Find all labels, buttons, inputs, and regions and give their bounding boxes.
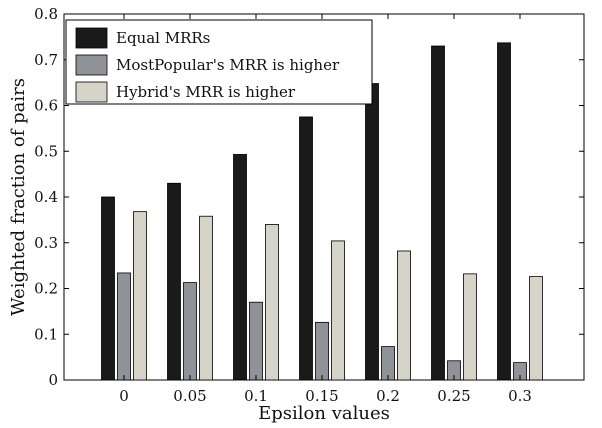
bar-1-0.05 <box>167 182 181 381</box>
x-tick-label: 0 <box>119 387 129 405</box>
legend: Equal MRRs MostPopular's MRR is higher Hyb… <box>65 19 373 105</box>
legend-swatch <box>75 54 108 76</box>
y-tick-label: 0.5 <box>34 142 58 160</box>
x-tick-label: 0.05 <box>173 387 206 405</box>
x-tick-label: 0.2 <box>376 387 400 405</box>
y-tick-label: 0.2 <box>34 280 58 298</box>
x-tick-label: 0.15 <box>305 387 338 405</box>
bars-layer <box>101 42 543 381</box>
bar-3-0.25 <box>463 273 477 381</box>
bar-1-0 <box>101 196 115 381</box>
legend-label: Hybrid's MRR is higher <box>116 83 296 101</box>
bar-3-0.1 <box>265 224 279 381</box>
bar-3-0.3 <box>529 276 543 381</box>
bar-2-0 <box>117 272 131 381</box>
y-tick-label: 0.3 <box>34 234 58 252</box>
y-tick-label: 0 <box>48 371 58 389</box>
x-axis: 0 0.05 0.1 0.15 0.2 0.25 0.3 <box>119 14 532 405</box>
x-tick-label: 0.3 <box>508 387 532 405</box>
x-axis-title: Epsilon values <box>258 403 390 424</box>
legend-swatch <box>75 27 108 49</box>
bar-3-0.2 <box>397 250 411 381</box>
bar-1-0.1 <box>233 154 247 381</box>
bar-1-0.25 <box>431 45 445 381</box>
bar-3-0.05 <box>199 215 213 381</box>
bar-2-0.1 <box>249 301 263 381</box>
legend-label: MostPopular's MRR is higher <box>116 56 340 74</box>
legend-swatch <box>75 81 108 103</box>
bar-3-0 <box>133 211 147 381</box>
legend-box <box>65 19 373 105</box>
y-tick-label: 0.6 <box>34 97 58 115</box>
x-tick-label: 0.1 <box>244 387 268 405</box>
y-tick-label: 0.7 <box>34 51 58 69</box>
y-tick-label: 0.4 <box>34 188 58 206</box>
bar-1-0.2 <box>365 83 379 381</box>
bar-2-0.15 <box>315 321 329 381</box>
bar-3-0.15 <box>331 240 345 381</box>
y-axis: 0 0.1 0.2 0.3 0.4 0.5 0.6 0.7 0.8 <box>34 5 584 389</box>
bar-1-0.15 <box>299 116 313 381</box>
y-tick-label: 0.8 <box>34 5 58 23</box>
bar-1-0.3 <box>497 42 511 381</box>
y-axis-title: Weighted fraction of pairs <box>8 78 29 316</box>
bar-2-0.2 <box>381 346 395 381</box>
bar-2-0.05 <box>183 282 197 381</box>
x-tick-label: 0.25 <box>437 387 470 405</box>
y-tick-label: 0.1 <box>34 325 58 343</box>
legend-label: Equal MRRs <box>116 29 210 47</box>
